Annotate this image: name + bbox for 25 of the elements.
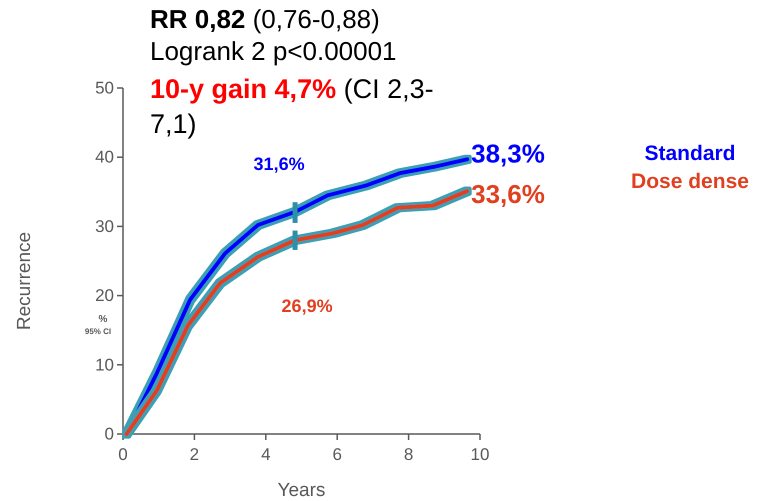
annotation: 38,3% [471,138,545,168]
annotation: 33,6% [471,179,545,210]
x-tick-label: 6 [332,445,342,464]
chart-subtitle: Logrank 2 p<0.00001 [150,36,396,66]
y-tick-label: 40 [95,148,114,167]
text: Standard [644,142,736,165]
chart-title: RR 0,82 (0,76-0,88) [150,4,380,34]
y-tick-label: 30 [95,216,114,236]
y-tick-label: 10 [95,355,114,374]
text: 10-y gain 4,7% (CI 2,3-7,1) [150,74,434,139]
annotation: 26,9% [282,296,333,316]
y-tick-label: 20 [95,286,114,306]
x-tick-label: 8 [404,445,414,464]
text: Dose dense [631,170,749,193]
text: % [98,314,108,325]
x-tick-label: 4 [261,445,271,464]
x-axis-title: Years [278,480,326,501]
annotation: 31,6% [254,154,305,174]
x-tick-label: 10 [470,445,490,464]
x-tick-label: 2 [190,445,200,464]
y-tick-label: 0 [104,424,114,444]
y-tick-label: 50 [95,78,114,98]
text: 95% CI [84,327,112,336]
y-axis-title: Recurrence [14,232,35,330]
x-tick-label: 0 [118,445,128,464]
